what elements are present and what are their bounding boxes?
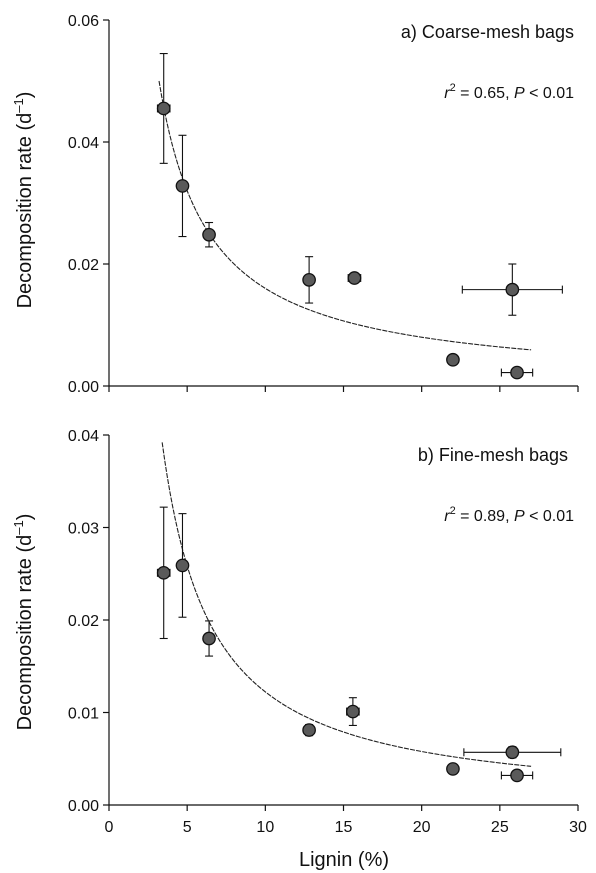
r2-sup-a: 2 [450,82,456,94]
p-prefix-b: P [514,508,525,525]
stat-label-a: r2 = 0.65, P < 0.01 [444,82,574,102]
y-axis-title-a: Decomposition rate (d–1) [11,92,36,309]
fit-line-b [161,442,532,767]
fit-curve-b [161,442,532,767]
r2-sup-b: 2 [450,505,456,517]
points-b [156,506,562,783]
axes-a: 0.00 0.02 0.04 0.06 [68,13,579,396]
y-axis-title-b: Decomposition rate (d–1) [11,514,36,731]
data-point-b-8 [510,768,524,783]
data-point-a-8 [510,365,524,380]
data-point-b-4 [302,723,316,737]
stat-label-b: r2 = 0.89, P < 0.01 [444,505,574,525]
panel-label-a: a) Coarse-mesh bags [401,22,574,42]
panel-fine-mesh: 0.00 0.01 0.02 0.03 0.04 0 5 10 15 20 25 30 b) Fine… [11,428,587,836]
y-axis-title-b-main: Decomposition rate (d [14,535,36,731]
data-point-a-6 [446,352,460,367]
y-axis-title-a-close: ) [14,92,36,99]
y-tick-label-b: 0.03 [68,521,99,538]
y-tick-label-b: 0.00 [68,798,99,815]
axes-b: 0.00 0.01 0.02 0.03 0.04 0 5 10 15 20 25 30 [68,428,587,836]
x-tick-label-b: 5 [183,819,192,836]
p-prefix-a: P [514,85,525,102]
x-tick-label-b: 30 [569,819,587,836]
x-tick-label-b: 20 [413,819,431,836]
data-point-b-6 [446,762,460,776]
y-tick-label-b: 0.01 [68,706,99,723]
panel-label-b: b) Fine-mesh bags [418,445,568,465]
panel-coarse-mesh: 0.00 0.02 0.04 0.06 a) Coarse-mesh bags r2 … [11,13,579,396]
y-tick-label-a: 0.04 [68,135,99,152]
x-tick-label-b: 0 [105,819,114,836]
p-text-a: < 0.01 [525,85,574,102]
y-axis-title-b-close: ) [14,514,36,521]
r2-prefix-a: r [444,85,450,102]
data-point-a-5 [347,271,362,285]
data-point-b-1 [156,565,171,580]
p-text-b: < 0.01 [525,508,574,525]
data-point-a-2 [175,179,190,193]
y-tick-label-b: 0.04 [68,428,99,445]
data-point-a-4 [302,273,316,287]
data-point-b-7 [505,745,520,760]
points-a [156,52,563,380]
fit-line-a [158,80,532,351]
r2-text-b: = 0.89, [456,508,514,525]
y-tick-label-a: 0.00 [68,379,99,396]
y-axis-title-a-sup: –1 [11,98,26,112]
y-axis-title-b-sup: –1 [11,520,26,534]
data-point-b-5 [346,704,360,719]
data-point-a-3 [202,227,216,242]
y-axis-title-a-main: Decomposition rate (d [14,113,36,309]
x-axis-title: Lignin (%) [299,849,389,871]
x-tick-label-b: 15 [335,819,353,836]
y-tick-label-b: 0.02 [68,613,99,630]
data-point-a-7 [505,282,520,297]
y-tick-label-a: 0.02 [68,257,99,274]
data-point-a-1 [156,101,171,116]
r2-text-a: = 0.65, [456,85,514,102]
fit-curve-a [158,80,532,351]
data-point-b-2 [175,558,190,573]
y-tick-label-a: 0.06 [68,13,99,30]
x-tick-label-b: 25 [491,819,509,836]
data-point-b-3 [202,631,216,646]
x-tick-label-b: 10 [256,819,274,836]
r2-prefix-b: r [444,508,450,525]
